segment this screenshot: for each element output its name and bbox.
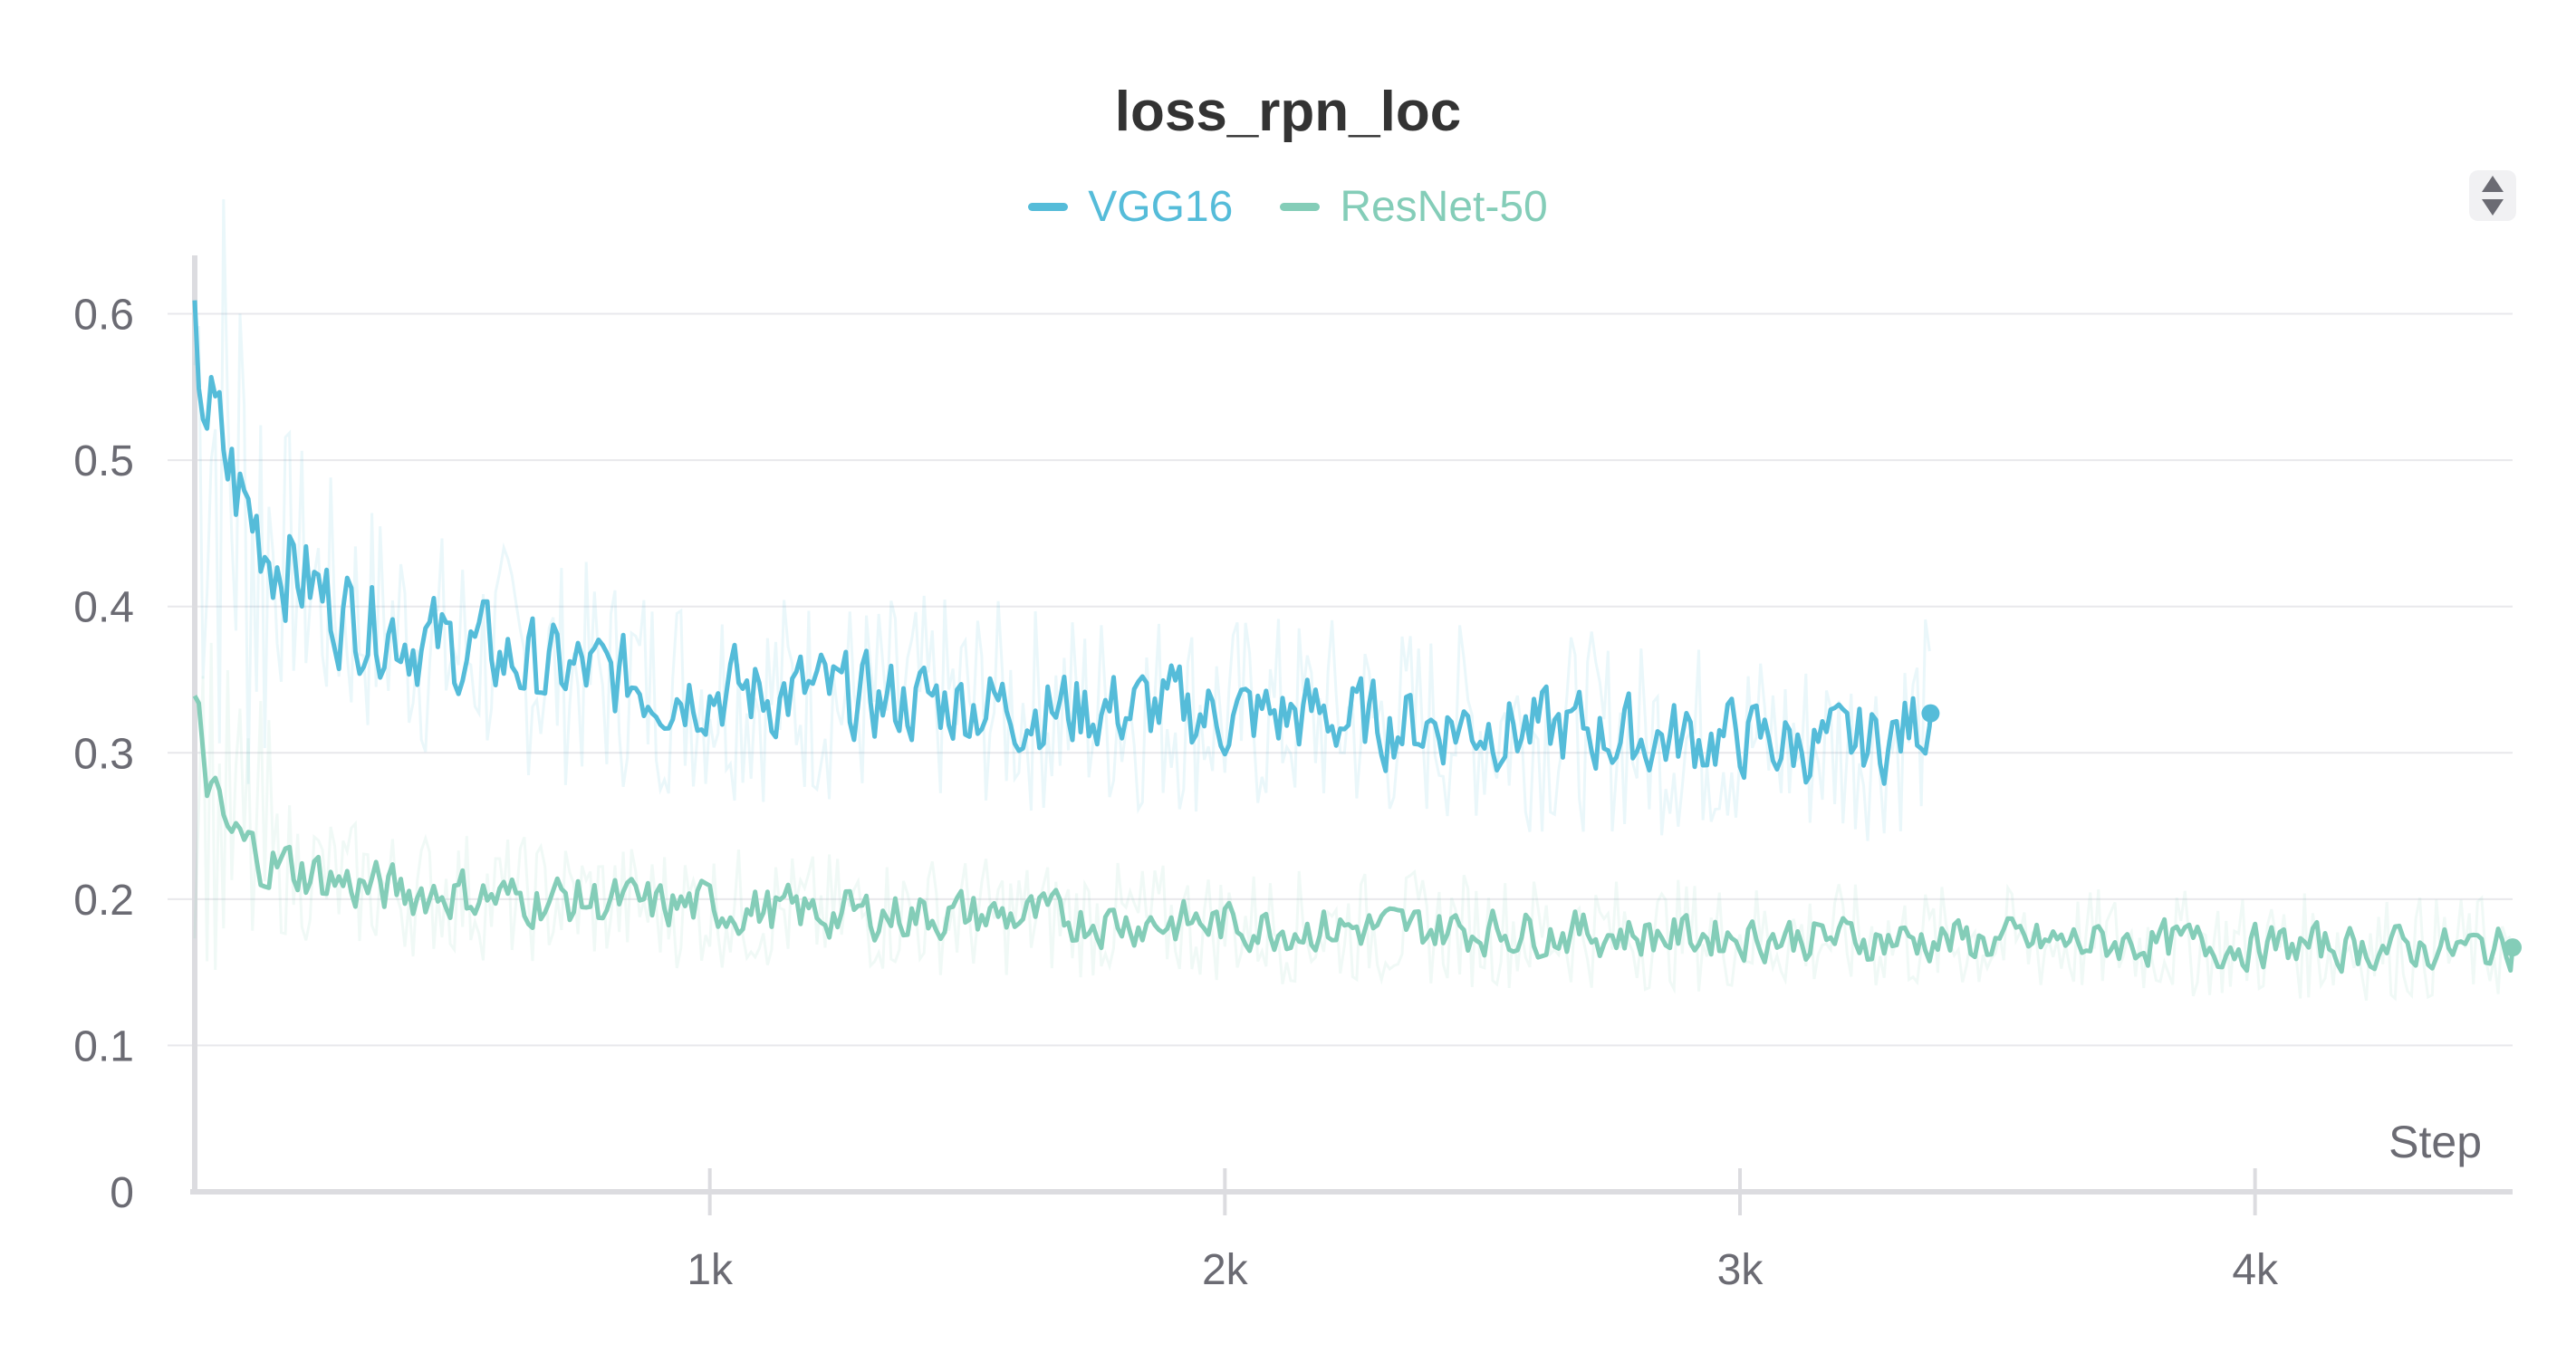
- y-tick-label: 0.1: [73, 1022, 134, 1070]
- chart-legend: VGG16 ResNet-50: [0, 172, 2576, 232]
- x-tick-label: 3k: [1717, 1246, 1764, 1294]
- legend-label: VGG16: [1088, 183, 1234, 231]
- y-tick-label: 0: [110, 1169, 134, 1217]
- series-line: [192, 300, 1933, 786]
- legend-item[interactable]: VGG16: [1028, 182, 1233, 232]
- x-tick-label: 1k: [687, 1246, 734, 1294]
- y-tick-label: 0.5: [73, 437, 134, 485]
- x-tick-label: 2k: [1202, 1246, 1249, 1294]
- y-tick-label: 0.6: [73, 292, 134, 340]
- series-line: [192, 695, 2515, 974]
- series-end-point: [1921, 704, 1940, 723]
- x-axis-label: Step: [2389, 1117, 2482, 1167]
- sort-down-arrow-icon: [2482, 199, 2504, 216]
- y-tick-label: 0.4: [73, 584, 134, 632]
- legend-item[interactable]: ResNet-50: [1280, 182, 1548, 232]
- legend-swatch: [1280, 203, 1321, 211]
- y-tick-label: 0.2: [73, 877, 134, 925]
- legend-label: ResNet-50: [1340, 183, 1548, 231]
- chart-title: loss_rpn_loc: [1114, 81, 1462, 143]
- legend-swatch: [1028, 203, 1069, 211]
- legend-sort-toggle[interactable]: [2469, 170, 2516, 221]
- sort-up-arrow-icon: [2482, 176, 2504, 192]
- y-tick-label: 0.3: [73, 730, 134, 778]
- x-tick-label: 4k: [2232, 1246, 2279, 1294]
- series-end-point: [2504, 938, 2522, 957]
- series-raw-line: [193, 198, 1931, 841]
